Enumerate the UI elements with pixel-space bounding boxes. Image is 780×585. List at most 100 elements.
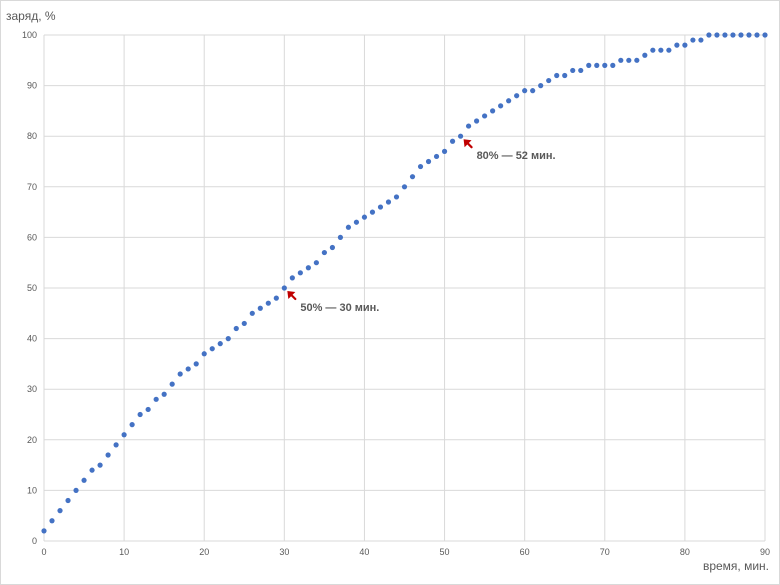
data-point: [409, 174, 416, 180]
data-point: [642, 52, 648, 58]
data-point: [249, 310, 255, 316]
data-point: [682, 42, 688, 48]
data-point: [610, 62, 616, 68]
data-point: [177, 371, 183, 377]
data-point: [281, 285, 287, 291]
data-point: [89, 467, 95, 473]
data-point: [361, 214, 368, 220]
data-point: [562, 72, 568, 79]
data-point: [417, 163, 424, 170]
data-point: [498, 103, 504, 109]
y-tick-label: 50: [27, 283, 37, 293]
data-point: [337, 234, 344, 240]
y-tick-label: 60: [27, 232, 37, 242]
data-point: [730, 32, 736, 38]
data-point: [193, 361, 199, 367]
data-point: [353, 219, 360, 225]
y-tick-label: 20: [27, 435, 37, 445]
x-tick-label: 80: [680, 547, 690, 557]
x-tick-label: 50: [440, 547, 450, 557]
data-point: [650, 47, 656, 53]
data-point: [433, 153, 440, 160]
data-point: [145, 406, 151, 413]
data-point: [113, 442, 119, 448]
x-tick-label: 90: [760, 547, 770, 557]
data-point: [506, 98, 512, 104]
annotation-arrow-head: [287, 291, 296, 299]
data-point: [73, 487, 79, 493]
gridlines: [43, 34, 766, 542]
data-point: [225, 336, 231, 342]
annotation-arrow-head: [463, 139, 472, 148]
data-point: [313, 260, 319, 266]
data-point: [161, 391, 167, 397]
data-point: [377, 204, 384, 210]
data-point: [401, 184, 408, 190]
data-point: [618, 57, 624, 63]
data-point: [97, 462, 103, 468]
data-point: [594, 62, 600, 68]
data-point: [626, 57, 632, 63]
data-point: [538, 83, 544, 89]
data-point: [137, 411, 143, 418]
data-point: [754, 32, 760, 38]
data-point: [449, 138, 456, 144]
data-point: [129, 422, 135, 428]
data-point: [634, 57, 640, 63]
x-tick-label: 10: [119, 547, 129, 557]
x-tick-label: 0: [41, 547, 46, 557]
data-points: [41, 32, 768, 534]
x-tick-label: 60: [520, 547, 530, 557]
data-point: [570, 67, 576, 74]
annotations: 50% — 30 мин. 80% — 52 мин.: [287, 139, 556, 314]
annotation-label: 50% — 30 мин.: [300, 302, 379, 314]
data-point: [425, 158, 432, 165]
x-tick-labels: 0 10 20 30 40 50 60 70 80 90: [41, 547, 770, 557]
data-point: [490, 108, 496, 114]
data-point: [209, 346, 215, 352]
x-axis-label: время, мин.: [703, 559, 769, 573]
data-point: [666, 47, 672, 53]
x-tick-label: 20: [199, 547, 209, 557]
y-axis-label: заряд, %: [6, 9, 56, 23]
y-tick-labels: 0 10 20 30 40 50 60 70 80 90 100: [22, 30, 37, 546]
data-point: [714, 32, 720, 38]
data-point: [185, 366, 191, 372]
data-point: [690, 37, 696, 43]
data-point: [546, 77, 552, 84]
data-point: [289, 275, 295, 281]
data-point: [474, 118, 480, 124]
data-point: [457, 133, 464, 139]
y-tick-label: 90: [27, 81, 37, 91]
data-point: [482, 113, 488, 119]
data-point: [385, 199, 392, 205]
y-tick-label: 30: [27, 384, 37, 394]
data-point: [738, 32, 744, 38]
data-point: [722, 32, 728, 38]
data-point: [169, 381, 175, 387]
data-point: [201, 351, 207, 357]
x-tick-label: 70: [600, 547, 610, 557]
y-tick-label: 70: [27, 182, 37, 192]
data-point: [105, 452, 111, 458]
y-tick-label: 80: [27, 131, 37, 141]
data-point: [297, 270, 303, 276]
data-point: [321, 249, 327, 256]
data-point: [241, 320, 247, 327]
data-point: [746, 32, 752, 38]
x-tick-label: 30: [279, 547, 289, 557]
annotation-label: 80% — 52 мин.: [477, 150, 556, 162]
y-tick-label: 0: [32, 536, 37, 546]
data-point: [522, 88, 528, 94]
data-point: [217, 341, 223, 347]
data-point: [578, 67, 584, 74]
data-point: [393, 194, 400, 200]
data-point: [273, 295, 279, 301]
data-point: [762, 32, 768, 38]
data-point: [345, 224, 352, 230]
data-point: [658, 47, 664, 53]
data-point: [706, 32, 712, 38]
data-point: [674, 42, 680, 48]
x-tick-label: 40: [359, 547, 369, 557]
